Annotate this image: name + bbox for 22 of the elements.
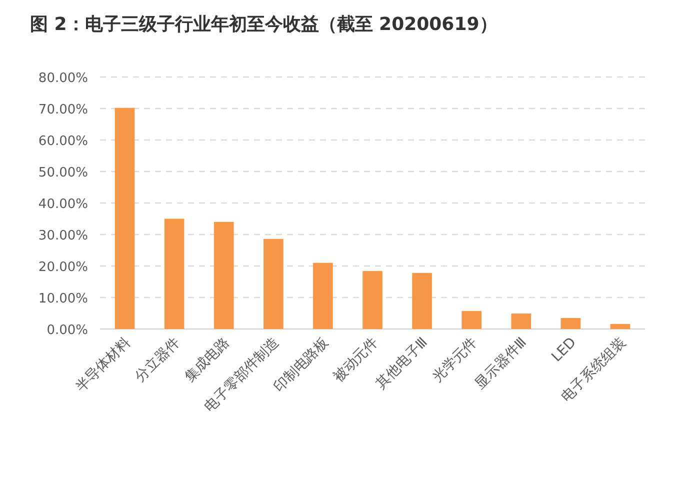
bar bbox=[313, 262, 333, 329]
x-tick-label: LED bbox=[548, 334, 580, 366]
bar bbox=[362, 271, 382, 329]
bar bbox=[264, 238, 284, 329]
bar bbox=[412, 272, 432, 329]
bar bbox=[214, 222, 234, 329]
bar bbox=[114, 108, 135, 329]
y-tick-label: 40.00% bbox=[38, 197, 88, 212]
bar bbox=[511, 314, 532, 329]
y-tick-label: 60.00% bbox=[38, 134, 88, 149]
y-tick-label: 70.00% bbox=[38, 102, 88, 118]
bar bbox=[462, 311, 482, 329]
bar bbox=[610, 324, 630, 329]
chart-title: 图 2：电子三级子行业年初至今收益（截至 20200619） bbox=[30, 14, 498, 35]
y-tick-label: 10.00% bbox=[38, 292, 88, 306]
y-tick-label: 50.00% bbox=[38, 166, 88, 180]
x-tick-label: 分立器件 bbox=[132, 334, 184, 386]
y-tick-label: 80.00% bbox=[38, 71, 88, 86]
bar bbox=[164, 218, 184, 329]
bar bbox=[560, 318, 581, 329]
y-tick-label: 30.00% bbox=[38, 228, 88, 244]
y-tick-label: 20.00% bbox=[38, 260, 88, 275]
